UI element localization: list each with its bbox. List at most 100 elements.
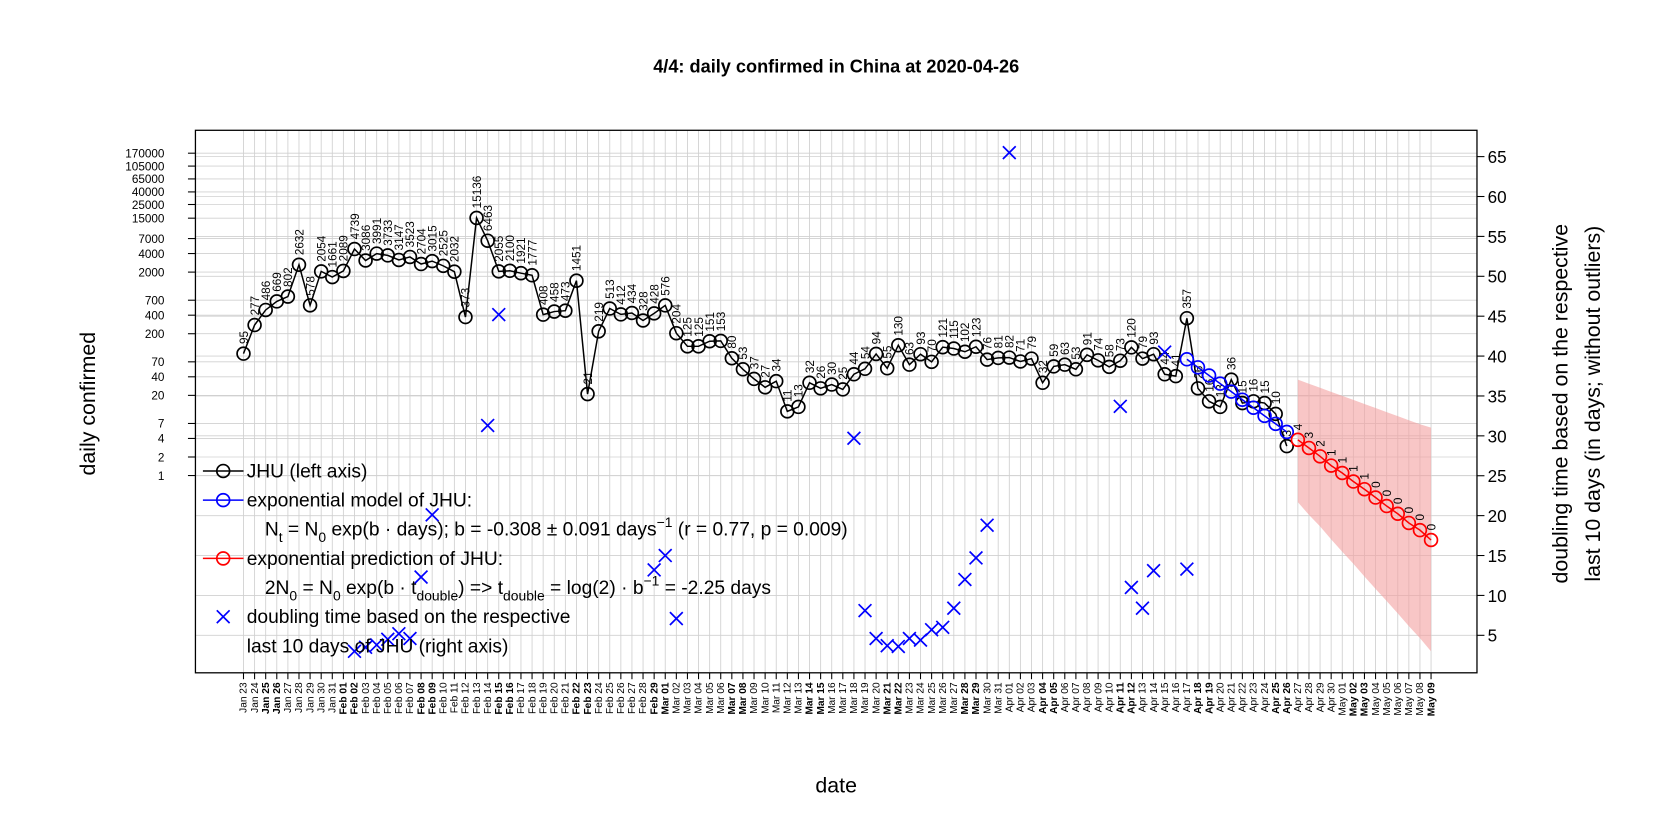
x-tick-label: May 04: [1371, 682, 1382, 716]
series-line: [242, 215, 1288, 447]
x-tick-label: Apr 14: [1149, 682, 1160, 712]
x-tick-label: Mar 30: [982, 682, 993, 714]
circle-marker: [1368, 490, 1383, 505]
circle-marker: [513, 265, 529, 281]
y2-tick-label: 10: [1488, 587, 1507, 606]
x-tick-label: Mar 14: [805, 682, 816, 714]
circle-marker: [280, 289, 296, 304]
x-tick-label: Apr 18: [1193, 682, 1204, 714]
value-label: 55: [881, 345, 894, 359]
value-label: 120: [1126, 318, 1139, 338]
x-tick-label: Apr 02: [1016, 682, 1027, 712]
circle-marker: [1101, 359, 1117, 375]
value-label: 34: [771, 358, 784, 372]
circle-marker: [1190, 360, 1206, 375]
series-line: [1297, 439, 1432, 541]
value-label: 151: [704, 312, 717, 332]
x-tick-label: Feb 22: [572, 682, 583, 714]
y-tick-label: 170000: [125, 147, 165, 160]
value-label: 802: [282, 267, 295, 287]
value-label: 6463: [482, 205, 495, 232]
circle-marker: [1401, 515, 1417, 531]
value-label: 578: [304, 276, 317, 296]
value-label: 74: [1092, 337, 1105, 351]
circle-marker: [635, 313, 651, 328]
legend-detail-part: = N: [283, 520, 319, 541]
x-tick-label: Mar 13: [794, 682, 805, 714]
x-tick-label: Mar 31: [993, 682, 1004, 714]
value-label: 21: [582, 371, 595, 384]
y-tick-label: 4: [158, 433, 165, 446]
x-tick-label: Apr 09: [1093, 682, 1104, 712]
cross-marker: [1157, 345, 1172, 360]
x-tick-label: Mar 07: [727, 682, 738, 714]
value-label: 0: [1392, 497, 1405, 504]
circle-marker: [1257, 408, 1272, 424]
circle-marker: [1279, 438, 1295, 454]
x-tick-label: Feb 21: [561, 682, 572, 714]
circle-marker: [990, 350, 1006, 366]
value-label: 70: [926, 339, 939, 353]
value-label: 2704: [415, 228, 428, 255]
circle-marker: [1235, 392, 1250, 407]
x-tick-label: Mar 19: [860, 682, 871, 714]
circle-marker: [713, 333, 728, 349]
circle-marker: [369, 246, 384, 261]
legend-detail-part: ) => t: [458, 578, 504, 599]
x-tick-label: Mar 20: [871, 682, 882, 714]
legend-detail-part: 0: [289, 587, 297, 603]
value-label: 54: [859, 346, 872, 360]
circle-marker: [1412, 522, 1428, 538]
x-tick-label: Mar 08: [738, 682, 749, 714]
circle-marker: [669, 325, 684, 341]
circle-marker: [1323, 458, 1339, 473]
value-label: 79: [1026, 336, 1039, 349]
x-tick-label: May 09: [1426, 682, 1437, 716]
value-label: 121: [937, 318, 950, 338]
x-tick-label: Apr 29: [1315, 682, 1326, 712]
value-label: 80: [726, 335, 739, 349]
x-tick-label: Feb 25: [605, 682, 616, 714]
x-tick-label: Feb 29: [649, 682, 660, 714]
value-label: 82: [1004, 335, 1017, 348]
circle-marker: [913, 346, 928, 362]
x-tick-label: Feb 04: [372, 682, 383, 714]
legend-detail-part: last 10 days of JHU (right axis): [247, 636, 509, 657]
value-label: 2: [1314, 440, 1327, 447]
circle-marker: [613, 307, 629, 322]
x-tick-label: Jan 30: [316, 682, 327, 713]
circle-marker: [413, 256, 429, 272]
x-tick-label: Apr 05: [1049, 682, 1060, 714]
x-tick-label: Mar 06: [716, 682, 727, 714]
cross-marker: [946, 601, 961, 616]
circle-marker: [802, 375, 817, 391]
x-tick-label: Feb 17: [516, 682, 527, 714]
value-label: 458: [549, 282, 562, 302]
x-tick-label: May 05: [1382, 682, 1393, 716]
y2-tick-label: 35: [1488, 387, 1507, 406]
y-axis-label: daily confirmed: [76, 332, 100, 476]
value-label: 2100: [504, 235, 517, 262]
x-tick-label: Apr 17: [1182, 682, 1193, 712]
circle-marker: [868, 346, 884, 362]
value-label: 15136: [471, 175, 484, 208]
value-label: 0: [1381, 489, 1394, 496]
cross-marker: [1179, 562, 1194, 577]
circle-marker: [768, 373, 784, 389]
circle-marker: [1179, 310, 1195, 326]
value-label: 58: [1103, 344, 1116, 358]
circle-marker: [1212, 376, 1228, 391]
x-tick-label: Mar 12: [783, 682, 794, 714]
value-label: 3: [1303, 431, 1316, 438]
x-tick-label: Mar 18: [849, 682, 860, 714]
chart-title: 4/4: daily confirmed in China at 2020-04…: [653, 57, 1019, 77]
circle-marker: [680, 339, 695, 354]
value-label: 41: [1170, 353, 1183, 366]
circle-marker: [1068, 362, 1084, 377]
circle-marker: [1013, 354, 1028, 369]
value-label: 93: [915, 331, 928, 345]
y-tick-label: 4000: [138, 248, 165, 261]
x-tick-label: Apr 16: [1171, 682, 1182, 712]
circle-marker: [1357, 481, 1372, 497]
